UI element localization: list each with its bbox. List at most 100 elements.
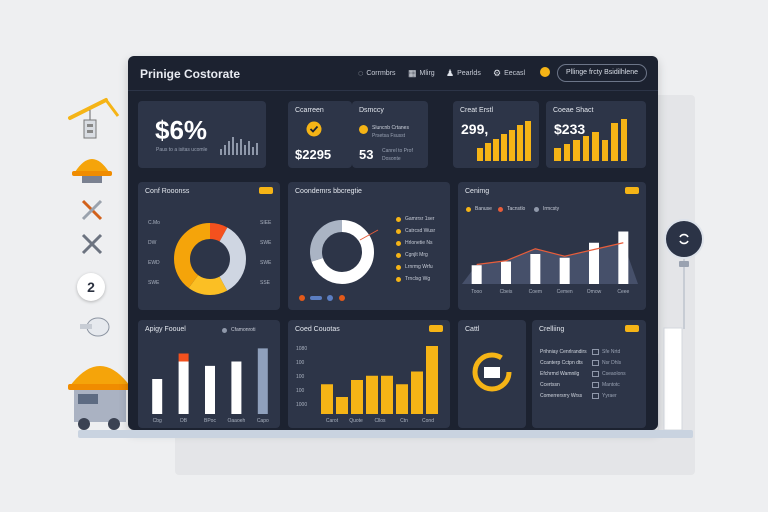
bar-chart: Cbg DB BPoc Oaaoeh Capo xyxy=(152,348,269,424)
donut-slice xyxy=(174,223,246,295)
kpi-card-revenue: Ccarreen $2295 xyxy=(288,101,352,168)
ring-card: Cattl xyxy=(458,320,526,428)
donut-card-1: Conf Rooonss C.Mo DW EWD SWE SIEE SWE SW… xyxy=(138,182,280,310)
x-tick-label: Quote xyxy=(349,418,363,424)
list-item[interactable]: Efchrmd Wamnilg Cseaolons xyxy=(540,368,640,379)
legend-item: Tacnstlo xyxy=(498,206,525,212)
kpi-card-count: Creat Erstl 299, xyxy=(453,101,539,168)
check-circle-icon xyxy=(306,121,322,137)
kpi-line-1: Canrel to Prof xyxy=(382,148,413,154)
donut-label-left: SWE xyxy=(148,280,160,286)
kpi-bar xyxy=(554,148,561,161)
bar-chart: 1080 100 100 100 1000 Carot Quote Cllos Ctn Cond xyxy=(296,346,438,424)
bar xyxy=(205,365,215,414)
list-item-icon xyxy=(592,359,599,366)
list-item-label: Ccertssn xyxy=(540,381,560,388)
refresh-icon xyxy=(679,233,689,245)
kpi-bar xyxy=(620,119,628,161)
donut-slice xyxy=(310,220,374,284)
list-item-icon xyxy=(592,381,599,388)
tools-cross-icon xyxy=(81,233,103,255)
kpi-card-status: Dsmccy Sluncnb Crtanes Prsetsa Fsusst 53… xyxy=(352,101,428,168)
list-item-label: Comerrersrry Wrss xyxy=(540,392,583,399)
combo-bar xyxy=(618,231,629,284)
card-title: Coed Couotas xyxy=(295,326,340,333)
kpi-bar xyxy=(611,123,618,161)
kpi-title: Dsmccy xyxy=(359,107,384,114)
kpi-bar xyxy=(601,140,609,161)
legend-item: Irmcsty xyxy=(534,206,559,212)
card-tag[interactable] xyxy=(429,325,443,332)
donut-chart xyxy=(174,223,246,295)
kpi-bar xyxy=(582,135,590,161)
bar xyxy=(366,375,378,414)
nav-item-mlirg[interactable]: ▦ Mlirg xyxy=(408,68,435,79)
legend-label: Tacnstlo xyxy=(507,206,526,212)
combo-chart: Tooo Cbeis Coem Cemen Omow Ceee xyxy=(462,231,638,295)
card-tag[interactable] xyxy=(259,187,273,194)
x-tick-label: Cbg xyxy=(153,418,162,424)
kpi-title: Creat Erstl xyxy=(460,107,494,114)
list-item-icon xyxy=(592,392,599,399)
counter-badge-value: 2 xyxy=(87,279,95,295)
combo-bar xyxy=(501,261,511,284)
kpi-check-dot xyxy=(359,125,368,134)
users-icon: ♟ xyxy=(446,68,455,78)
list-item[interactable]: Prihniay Cenrlrandirs Sfe Nrtd xyxy=(540,346,640,357)
card-tag[interactable] xyxy=(625,325,639,332)
donut-label-left: DW xyxy=(148,240,157,246)
donut-label-right: SWE xyxy=(260,260,272,266)
y-tick-label: 100 xyxy=(296,388,305,394)
nav-label: Eecasl xyxy=(504,70,526,77)
card-tag[interactable] xyxy=(625,187,639,194)
sync-button[interactable] xyxy=(664,219,704,259)
card-title: Conf Rooonss xyxy=(145,188,190,195)
top-bar: Prinige Costorate ◌ Corrmbrs ▦ Mlirg ♟ Pear… xyxy=(128,56,658,91)
kpi-bar xyxy=(509,129,515,161)
settings-icon: ⚙ xyxy=(493,68,502,78)
donut-label-right: SIEE xyxy=(260,220,272,226)
list-item-value: Sfe Nrtd xyxy=(602,348,621,355)
x-tick-label: DB xyxy=(180,418,188,424)
header-pill-button[interactable]: Pllinge frcty Bsidilhlene xyxy=(557,64,647,82)
nav-item-corrmbrs[interactable]: ◌ Corrmbrs xyxy=(358,68,396,78)
tape-measure-icon xyxy=(80,317,110,337)
list-card: Crelliing Prihniay Cenrlrandirs Sfe Nrtd C… xyxy=(532,320,646,428)
bar xyxy=(178,361,189,414)
bar xyxy=(231,361,242,414)
kpi-bar xyxy=(477,147,483,161)
kpi-bar xyxy=(573,140,580,161)
combo-chart-card: Cenimg Banuse Tacnstlo Irmcsty Tooo Cbeis… xyxy=(458,182,646,310)
list-item[interactable]: Comerrersrry Wrss Yyraer xyxy=(540,390,640,401)
legend-item: Gamrrsr 1ser xyxy=(396,216,434,222)
notification-dot[interactable] xyxy=(540,67,550,77)
kpi-value: 299, xyxy=(461,121,489,137)
nav-item-eecasl[interactable]: ⚙ Eecasl xyxy=(493,68,525,79)
list-item[interactable]: Ccertssn Mantotc xyxy=(540,379,640,390)
list-item[interactable]: Ccanterp Cctpn dts Nsr Dhls xyxy=(540,357,640,368)
x-tick-label: Ceee xyxy=(617,289,629,295)
legend-item: Hrlonetie Ns xyxy=(396,240,433,246)
y-tick-label: 100 xyxy=(296,360,305,366)
list-item-value: Cseaolons xyxy=(602,370,626,377)
bar xyxy=(351,380,363,414)
kpi-check-text: Sluncnb Crtanes xyxy=(372,125,409,131)
chat-icon: ◌ xyxy=(358,68,364,78)
list-item-icon xyxy=(592,348,599,355)
y-tick-label: 1080 xyxy=(296,346,307,352)
kpi-card-amount: Coeae Shact $233 xyxy=(546,101,646,168)
kpi-bar xyxy=(493,138,499,161)
list-item-label: Ccanterp Cctpn dts xyxy=(540,359,583,366)
x-tick-label: Cemen xyxy=(557,289,573,295)
x-tick-label: Tooo xyxy=(471,289,482,295)
legend-label: Banuse xyxy=(475,206,492,212)
pagination-dots[interactable] xyxy=(298,294,354,302)
x-tick-label: Capo xyxy=(257,418,269,424)
legend-label: Gamrrsr 1ser xyxy=(405,216,435,222)
counter-badge: 2 xyxy=(77,273,105,301)
kpi-value: $2295 xyxy=(295,147,332,162)
progress-ring xyxy=(472,352,512,392)
x-tick-label: Oaaoeh xyxy=(228,418,246,424)
donut-label-left: C.Mo xyxy=(148,220,160,226)
nav-item-pearlds[interactable]: ♟ Pearlds xyxy=(446,68,481,79)
